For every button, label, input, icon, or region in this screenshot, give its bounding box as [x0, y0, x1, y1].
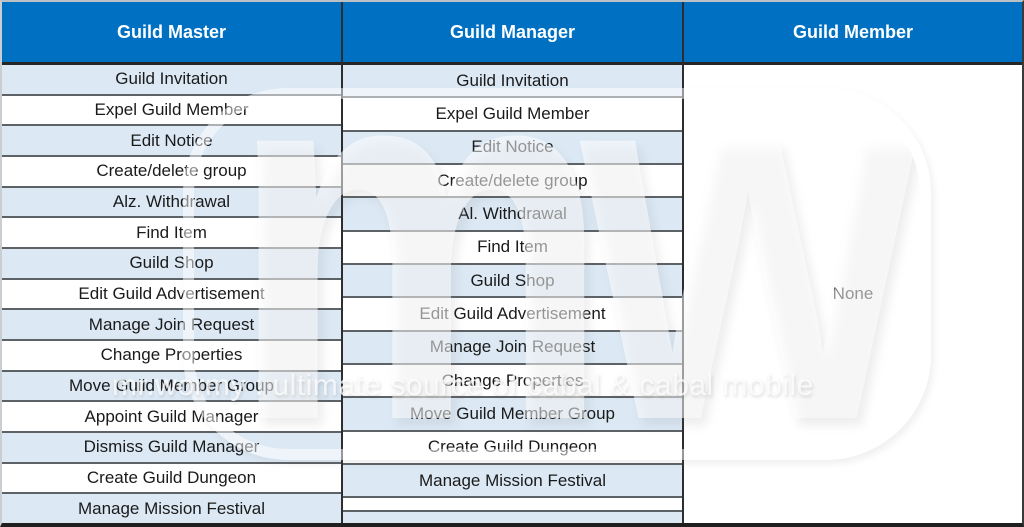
table-header-row: Guild Master Guild Manager Guild Member [2, 2, 1022, 65]
table-row: Create Guild Dungeon [2, 463, 341, 495]
column-header-guild-master: Guild Master [2, 2, 341, 65]
table-row: Guild Shop [343, 264, 682, 299]
table-row: Edit Guild Advertisement [343, 298, 682, 332]
table-row: Al. Withdrawal [343, 198, 682, 232]
table-row [343, 498, 682, 512]
table-row: Alz. Withdrawal [2, 187, 341, 219]
table-row: Appoint Guild Manager [2, 402, 341, 434]
table-row: Expel Guild Member [2, 95, 341, 127]
column-header-guild-member: Guild Member [682, 2, 1022, 65]
table-row: Change Properties [2, 341, 341, 372]
table-row: Manage Join Request [2, 310, 341, 342]
table-row: Dismiss Guild Manager [2, 433, 341, 464]
table-body: Guild Invitation Expel Guild Member Edit N… [2, 65, 1022, 524]
guild-member-merged-cell: None [682, 65, 1022, 523]
table-row: Edit Guild Advertisement [2, 279, 341, 311]
table-row: Guild Shop [2, 249, 341, 280]
table-row: Create Guild Dungeon [343, 431, 682, 465]
column-header-guild-manager: Guild Manager [341, 2, 682, 65]
table-row: Find Item [343, 231, 682, 265]
guild-member-none-value: None [832, 284, 874, 303]
table-row [343, 511, 682, 523]
table-row: Create/delete group [2, 157, 341, 188]
table-row: Create/delete group [343, 164, 682, 199]
table-row: Guild Invitation [2, 65, 341, 96]
table-row: Find Item [2, 218, 341, 250]
table-row: Guild Invitation [343, 65, 682, 99]
table-row: Edit Notice [2, 126, 341, 158]
table-row: Manage Mission Festival [343, 464, 682, 499]
table-row: Manage Mission Festival [2, 494, 341, 524]
guild-manager-column: Guild Invitation Expel Guild Member Edit N… [341, 65, 682, 523]
table-row: Manage Join Request [343, 331, 682, 365]
guild-master-column: Guild Invitation Expel Guild Member Edit N… [2, 65, 341, 524]
table-row: Edit Notice [343, 131, 682, 165]
table-row: Change Properties [343, 364, 682, 399]
table-row: Move Guild Member Group [343, 398, 682, 432]
table-row: Move Guild Member Group [2, 371, 341, 403]
table-row: Expel Guild Member [343, 98, 682, 132]
